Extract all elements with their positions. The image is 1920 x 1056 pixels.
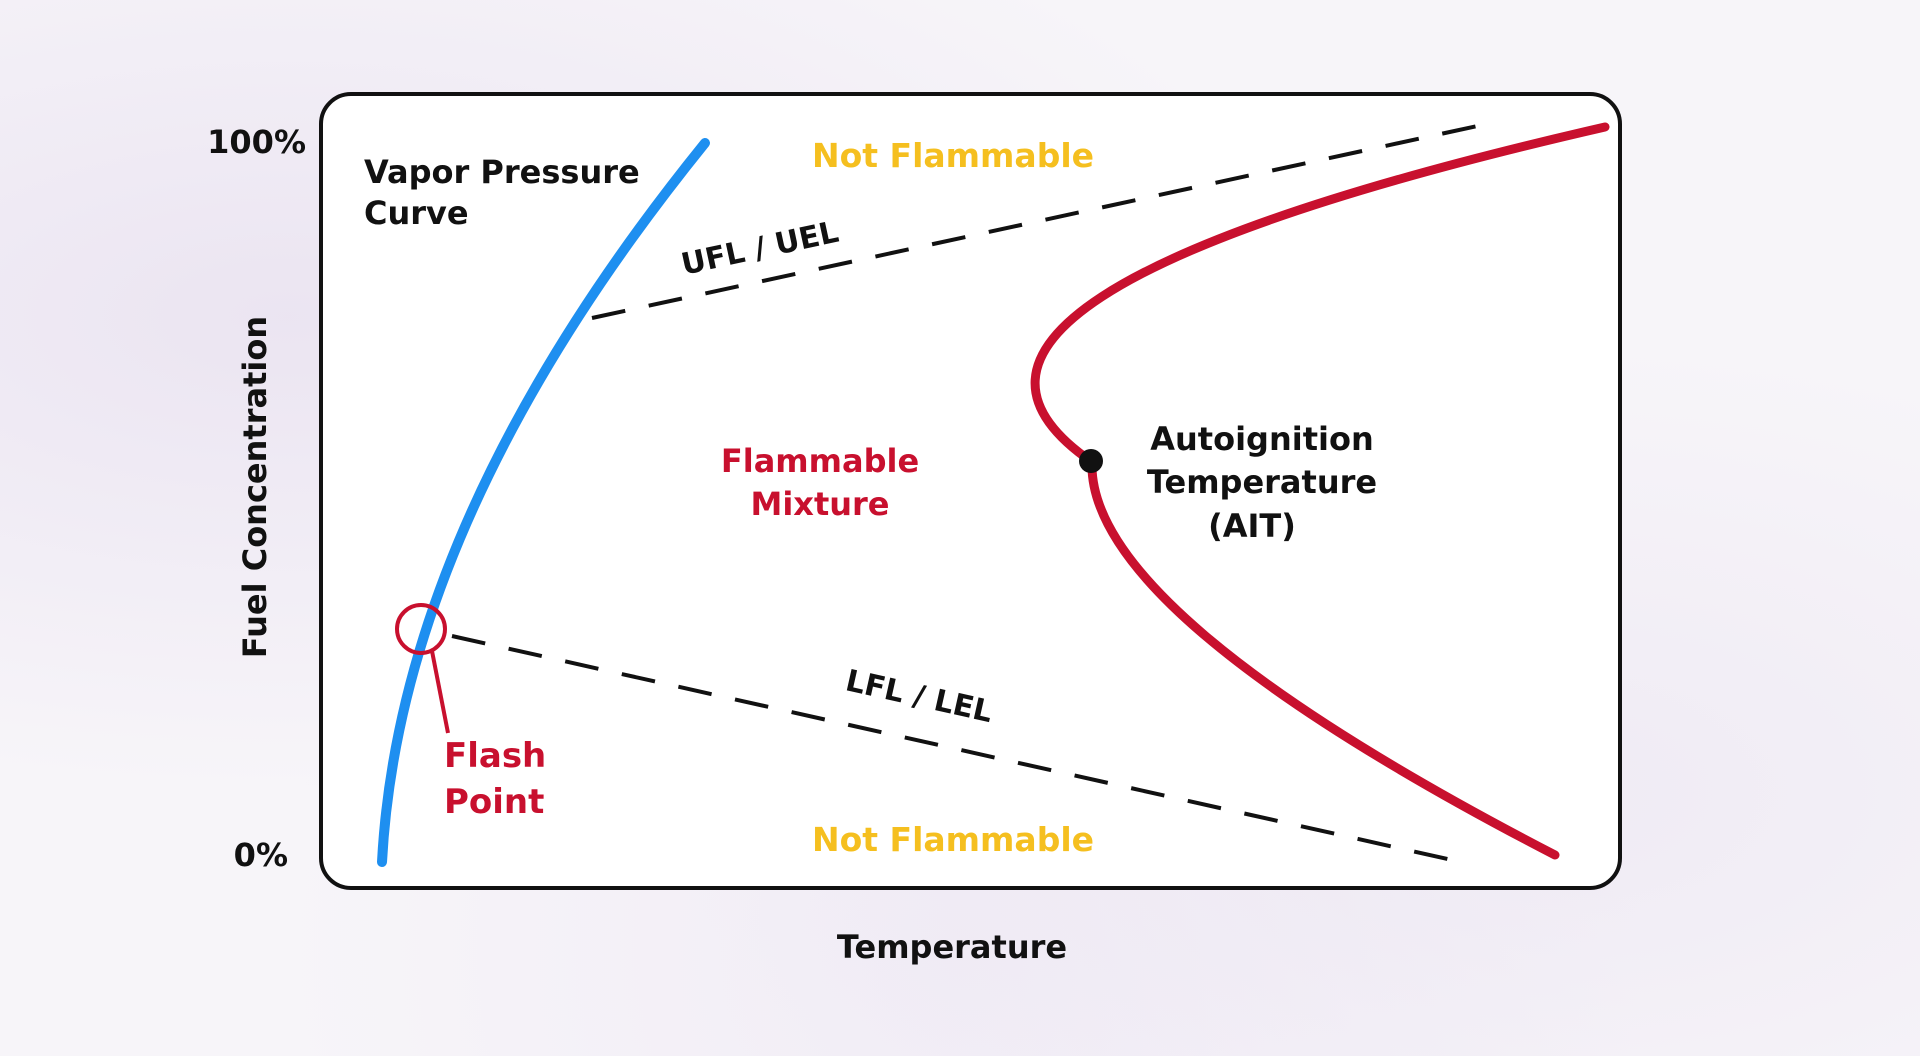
x-axis-label: Temperature <box>837 928 1067 966</box>
ait-label-line1: Autoignition <box>1150 420 1373 458</box>
y-tick-100: 100% <box>207 123 306 161</box>
vapor-pressure-curve <box>377 138 710 867</box>
flash-point-label-line1: Flash <box>444 736 546 776</box>
ait-label-line3: (AIT) <box>1208 507 1296 545</box>
not-flammable-top-label: Not Flammable <box>812 136 1094 175</box>
vapor-pressure-label-line2: Curve <box>364 194 469 232</box>
ufl-dashed-line <box>591 123 1483 320</box>
plot-frame <box>319 92 1622 890</box>
flammable-mixture-label-line2: Mixture <box>750 485 889 523</box>
flash-point-pointer <box>430 650 450 734</box>
autoignition-point <box>1079 449 1103 473</box>
autoignition-curve <box>1030 122 1610 860</box>
flammable-mixture-label-line1: Flammable <box>721 442 919 480</box>
ait-label-line2: Temperature <box>1147 463 1377 501</box>
vapor-pressure-label-line1: Vapor Pressure <box>364 153 640 191</box>
y-axis-label: Fuel Concentration <box>236 316 274 658</box>
flash-point-circle <box>395 603 447 655</box>
flash-point-label-line2: Point <box>444 782 544 822</box>
y-tick-0: 0% <box>234 836 288 874</box>
not-flammable-bottom-label: Not Flammable <box>812 820 1094 859</box>
